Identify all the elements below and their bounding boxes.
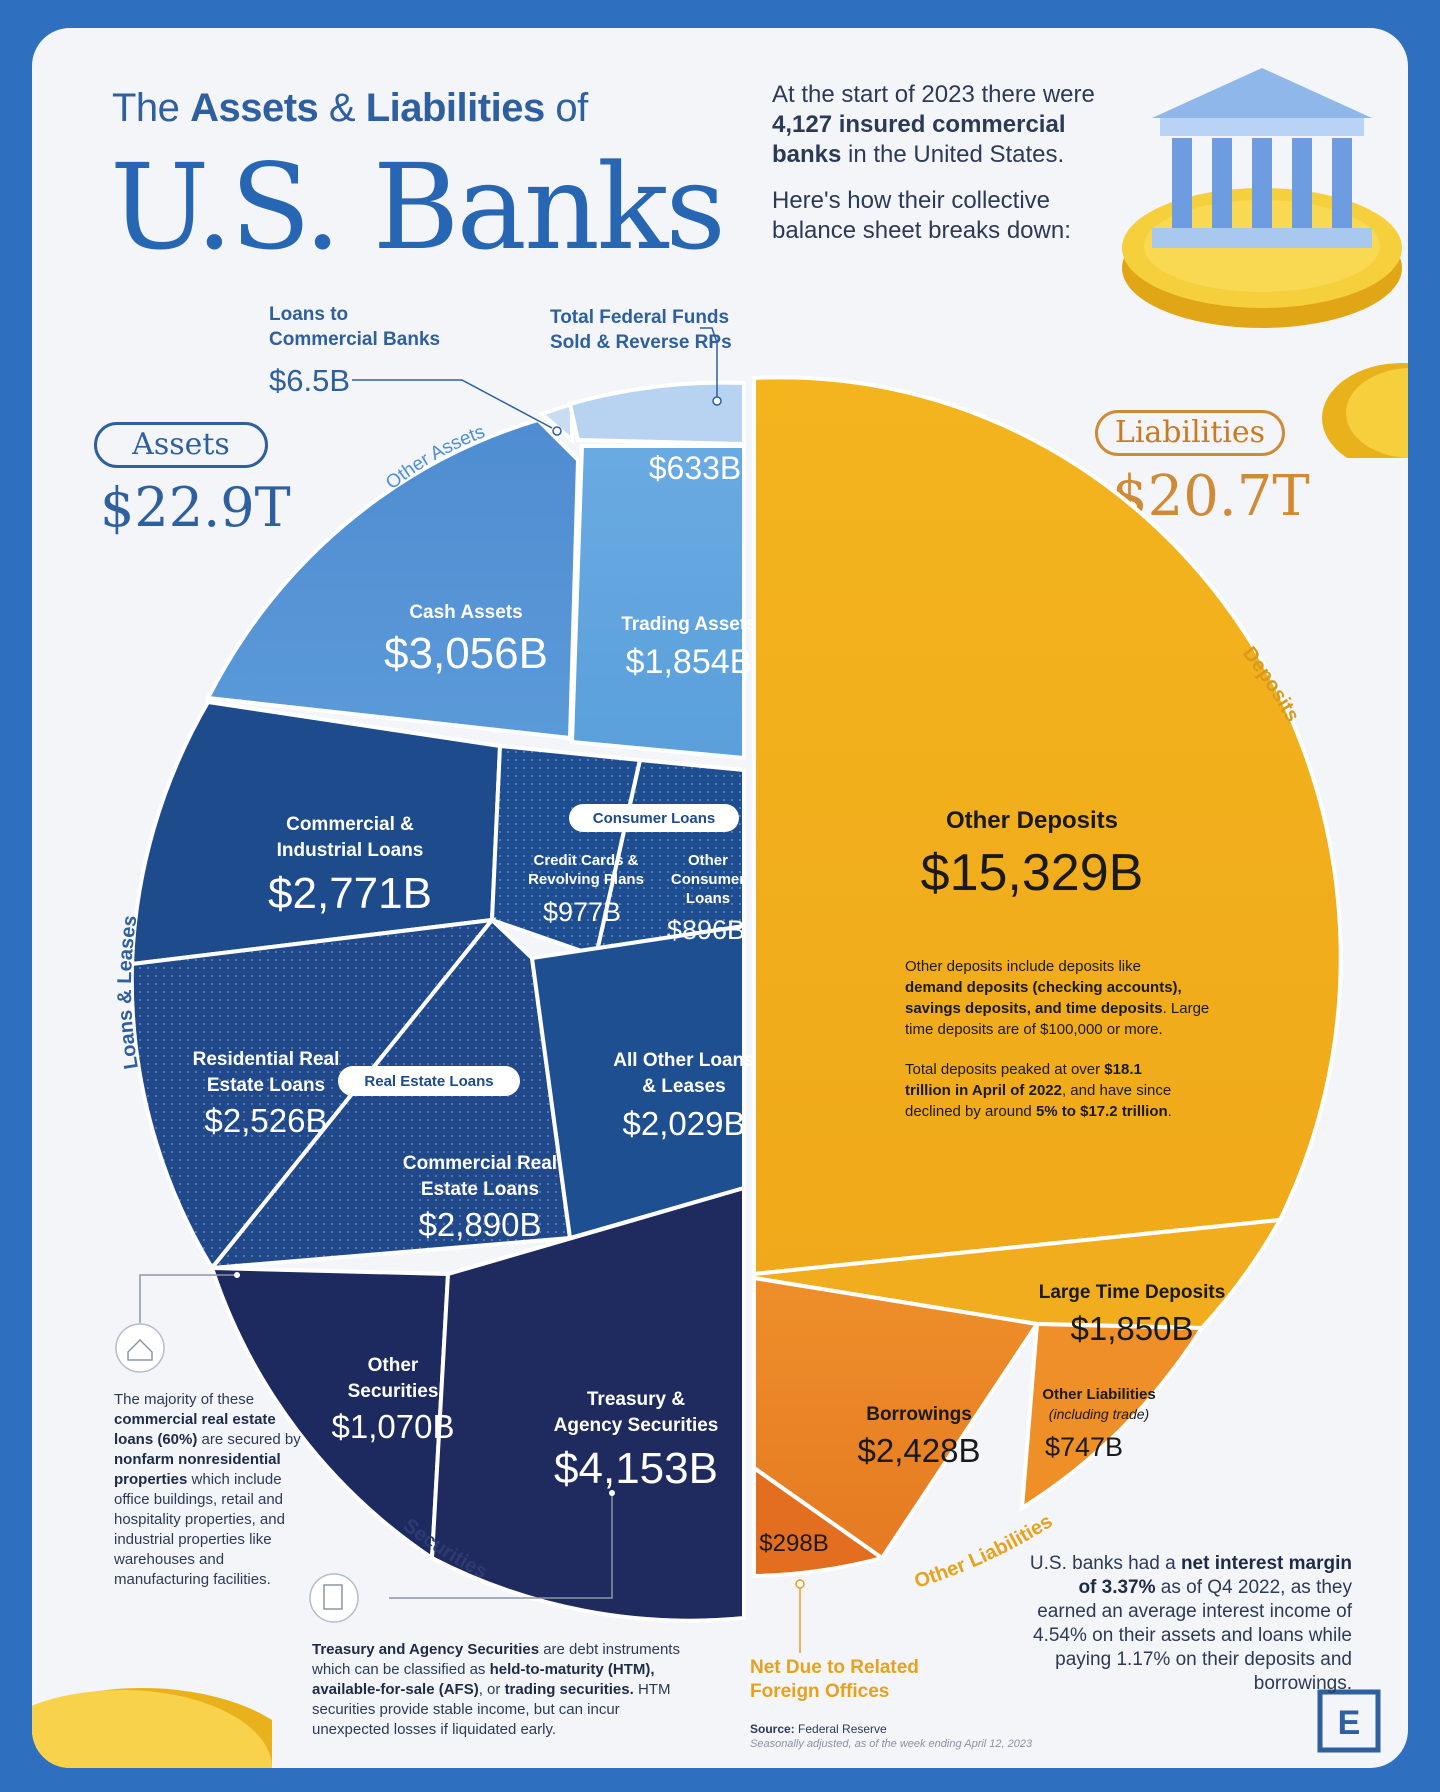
label-lcb-2: Commercial Banks xyxy=(269,329,440,350)
treasury-note: Treasury and Agency Securities are debt … xyxy=(312,1641,680,1738)
value-rre: $2,526B xyxy=(205,1102,328,1139)
value-ff: $633B xyxy=(649,450,742,486)
slice-federal-funds xyxy=(567,380,746,447)
source-subtitle: Seasonally adjusted, as of the week endi… xyxy=(750,1738,1033,1750)
house-icon xyxy=(115,1323,165,1373)
label-cc-1: Credit Cards & xyxy=(533,852,638,869)
intro-text: At the start of 2023 there were 4,127 in… xyxy=(772,81,1095,244)
label-net-due-foreign: Net Due to Related Foreign Offices xyxy=(750,1657,919,1702)
label-ci-1: Commercial & xyxy=(286,814,414,835)
label-ltd: Large Time Deposits xyxy=(1039,1282,1226,1303)
page-title: U.S. Banks xyxy=(110,138,726,276)
svg-text:demand deposits (checking acco: demand deposits (checking accounts), xyxy=(905,979,1182,996)
label-ol-1: Other Liabilities xyxy=(1042,1386,1155,1403)
value-bor: $2,428B xyxy=(858,1432,981,1469)
label-os-1: Other xyxy=(368,1355,419,1376)
value-nd: $298B xyxy=(759,1530,828,1557)
label-lcb-1: Loans to xyxy=(269,304,348,325)
balance-sheet-chart: Other Assets Loans & Leases Securities D… xyxy=(114,304,1381,1753)
label-tas-1: Treasury & xyxy=(587,1389,685,1410)
svg-text:savings deposits, and time dep: savings deposits, and time deposits. Lar… xyxy=(905,1000,1209,1017)
value-ocl: $896B xyxy=(667,915,745,945)
value-cre: $2,890B xyxy=(419,1206,542,1243)
label-trade: Trading Assets xyxy=(621,614,757,635)
label-ocl-1: Other xyxy=(688,852,728,869)
value-os: $1,070B xyxy=(332,1408,455,1445)
cre-note: The majority of these commercial real es… xyxy=(114,1391,301,1588)
label-ff-1: Total Federal Funds xyxy=(550,307,729,328)
label-ci-2: Industrial Loans xyxy=(277,840,424,861)
value-cash: $3,056B xyxy=(384,629,548,678)
label-cre-2: Estate Loans xyxy=(421,1179,539,1200)
net-interest-note: U.S. banks had a net interest margin of … xyxy=(1029,1553,1352,1694)
slice-other-liabilities xyxy=(1019,1321,1206,1512)
svg-text:E: E xyxy=(1338,1704,1361,1742)
source: Source: Federal Reserve xyxy=(750,1722,887,1736)
logo-e-icon: E xyxy=(1317,1689,1381,1753)
label-aol-1: All Other Loans xyxy=(613,1050,754,1071)
slice-net-due-foreign xyxy=(752,1464,887,1579)
svg-text:Real Estate Loans: Real Estate Loans xyxy=(364,1073,493,1090)
label-ol-2: (including trade) xyxy=(1049,1406,1149,1422)
slice-other-securities xyxy=(209,1265,451,1562)
infographic-card: The Assets & Liabilities of U.S. Banks A… xyxy=(32,28,1408,1768)
label-cash: Cash Assets xyxy=(409,602,522,623)
value-ltd: $1,850B xyxy=(1071,1310,1194,1347)
assets-label: Assets xyxy=(94,422,268,468)
slice-trading-assets xyxy=(569,444,746,761)
label-tas-2: Agency Securities xyxy=(554,1415,719,1436)
label-od: Other Deposits xyxy=(946,807,1118,834)
value-aol: $2,029B xyxy=(623,1105,746,1142)
label-rre-2: Estate Loans xyxy=(207,1075,325,1096)
label-ocl-2: Consumer xyxy=(671,871,745,888)
document-dollar-icon xyxy=(309,1573,359,1623)
title-line-1: The Assets & Liabilities of xyxy=(112,86,588,130)
svg-text:Other deposits include deposit: Other deposits include deposits like xyxy=(905,958,1141,975)
bank-building-icon xyxy=(1122,68,1408,458)
gold-coin-icon xyxy=(32,1688,272,1768)
label-cre-1: Commercial Real xyxy=(403,1153,557,1174)
slice-residential-re xyxy=(129,917,497,1272)
consumer-loans-pill: Consumer Loans xyxy=(569,804,739,832)
svg-text:Consumer Loans: Consumer Loans xyxy=(593,810,716,827)
svg-text:Total deposits peaked at over: Total deposits peaked at over $18.1 xyxy=(905,1061,1142,1078)
label-os-2: Securities xyxy=(348,1381,439,1402)
value-lcb: $6.5B xyxy=(269,363,350,398)
value-cc: $977B xyxy=(543,897,621,927)
connector-cre xyxy=(139,1274,237,1323)
connector-ff xyxy=(700,327,718,398)
label-ocl-3: Loans xyxy=(686,890,730,907)
label-aol-2: & Leases xyxy=(642,1076,725,1097)
connector-lcb xyxy=(352,379,553,429)
value-ol: $747B xyxy=(1045,1432,1123,1462)
slice-cash-assets xyxy=(204,417,581,741)
value-od: $15,329B xyxy=(921,844,1144,902)
svg-text:time deposits are of $100,000: time deposits are of $100,000 or more. xyxy=(905,1021,1163,1038)
value-trade: $1,854B xyxy=(626,643,753,681)
assets-total: $22.9T xyxy=(100,476,291,539)
svg-text:declined by around 5% to $17.2: declined by around 5% to $17.2 trillion. xyxy=(905,1103,1172,1120)
value-ci: $2,771B xyxy=(268,869,432,918)
slice-other-deposits xyxy=(752,375,1343,1277)
label-cc-2: Revolving Plans xyxy=(528,871,644,888)
value-tas: $4,153B xyxy=(554,1444,718,1493)
label-ff-2: Sold & Reverse RPs xyxy=(550,332,732,353)
label-rre-1: Residential Real xyxy=(193,1049,340,1070)
real-estate-loans-pill: Real Estate Loans xyxy=(338,1066,520,1096)
liabilities-label: Liabilities xyxy=(1095,410,1285,456)
label-bor: Borrowings xyxy=(866,1404,972,1425)
slice-treasury-agency xyxy=(429,1185,746,1623)
connector-tas xyxy=(389,1493,613,1599)
svg-text:trillion in April of 2022, and: trillion in April of 2022, and have sinc… xyxy=(905,1082,1171,1099)
